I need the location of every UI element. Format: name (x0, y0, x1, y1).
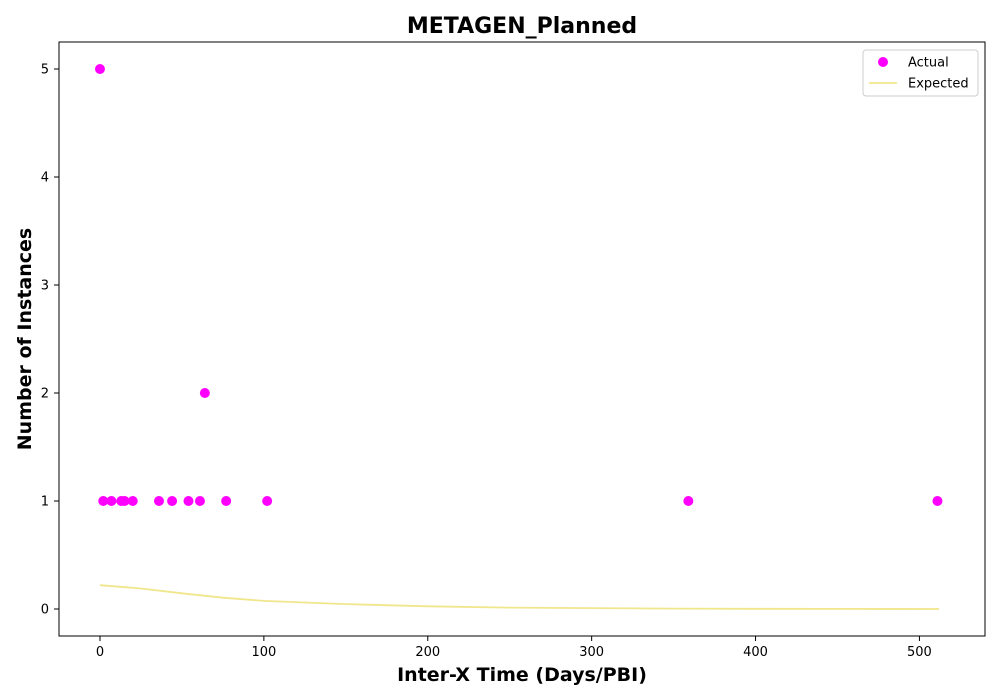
actual-point (153, 496, 164, 506)
plot-area (58, 41, 986, 637)
actual-point (262, 496, 273, 506)
chart-title: METAGEN_Planned (407, 14, 637, 39)
actual-point (94, 64, 105, 74)
y-tick-label: 4 (41, 171, 49, 186)
legend-box (862, 49, 979, 97)
y-axis-ticks: 0 1 2 3 4 5 (41, 63, 59, 618)
actual-point (683, 496, 694, 506)
x-tick-label: 300 (579, 645, 604, 660)
y-tick-label: 0 (41, 603, 49, 618)
actual-point (183, 496, 194, 506)
y-tick-label: 3 (41, 279, 49, 294)
actual-point (98, 496, 109, 506)
actual-point (194, 496, 205, 506)
actual-point (119, 496, 130, 506)
actual-point (221, 496, 232, 506)
plot-frame (58, 41, 986, 637)
legend-label: Expected (908, 77, 969, 92)
expected-line (99, 584, 940, 610)
x-tick-label: 400 (743, 645, 768, 660)
legend: Actual Expected (862, 49, 979, 97)
actual-point (106, 496, 117, 506)
y-tick-label: 2 (41, 387, 49, 402)
actual-point (127, 496, 138, 506)
actual-point (167, 496, 178, 506)
x-tick-label: 0 (96, 645, 104, 660)
x-axis-label: Inter-X Time (Days/PBI) (397, 664, 647, 686)
y-tick-label: 5 (41, 63, 49, 78)
y-axis-label: Number of Instances (14, 228, 36, 450)
legend-marker-actual (878, 57, 888, 67)
x-tick-label: 500 (907, 645, 932, 660)
x-tick-label: 100 (251, 645, 276, 660)
actual-point (199, 388, 210, 398)
x-axis-ticks: 0 100 200 300 400 500 (96, 636, 932, 660)
actual-point (932, 496, 943, 506)
legend-label: Actual (908, 56, 949, 71)
x-tick-label: 200 (415, 645, 440, 660)
y-tick-label: 1 (41, 495, 49, 510)
